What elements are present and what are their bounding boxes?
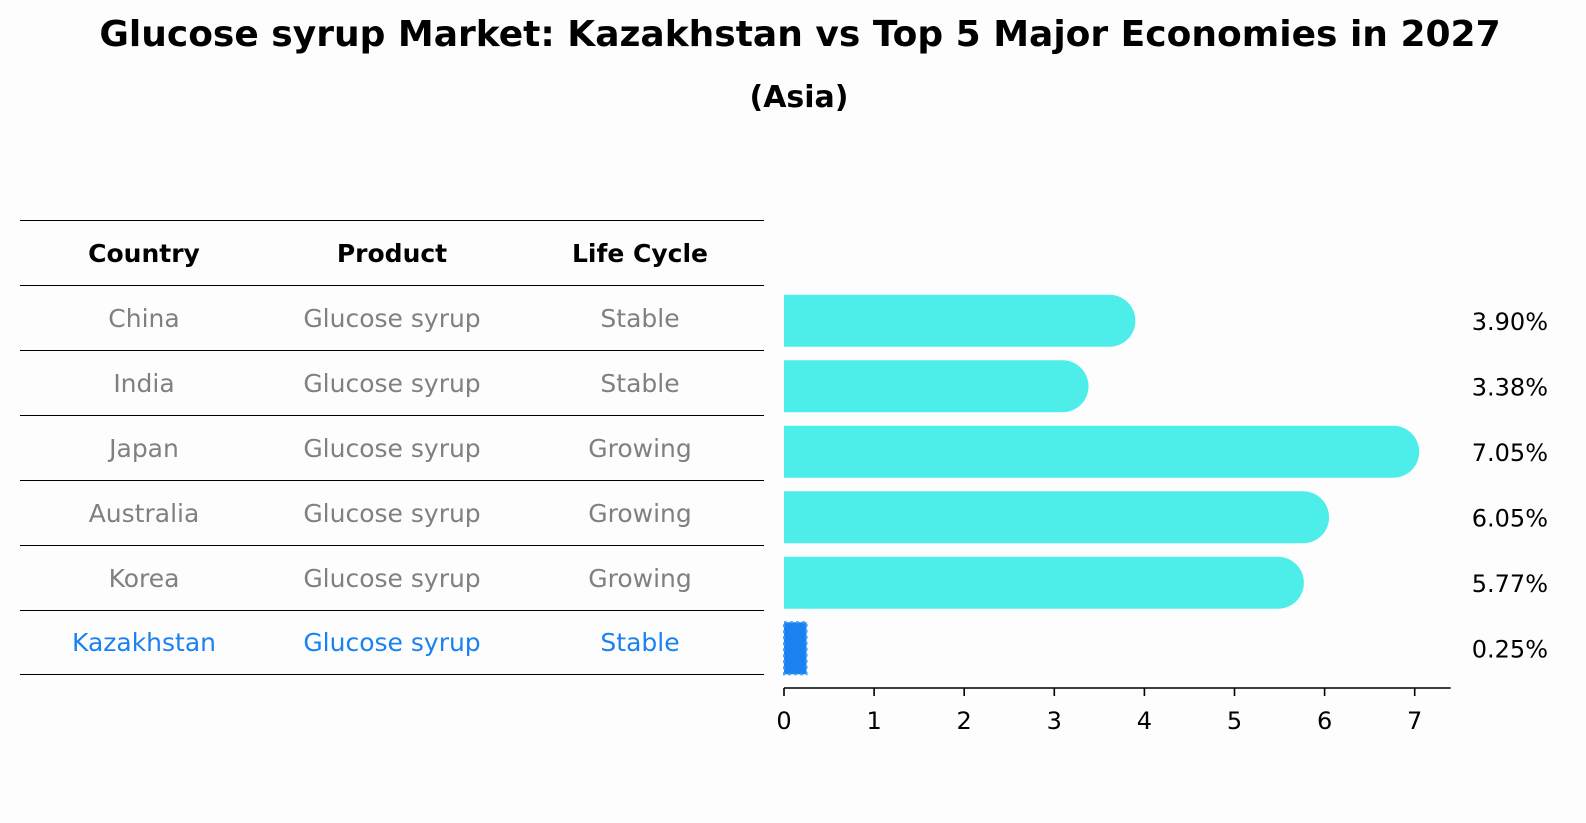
product-cell: Glucose syrup (303, 498, 481, 528)
x-tick-label: 7 (1407, 707, 1422, 735)
x-tick-label: 2 (957, 707, 972, 735)
country-cell: Kazakhstan (71, 628, 217, 657)
x-tick-label: 0 (776, 707, 791, 735)
bar (784, 425, 1420, 478)
product-cell: Glucose syrup (303, 368, 481, 398)
life-cycle-cell: Stable (600, 628, 680, 657)
bar (783, 621, 808, 676)
table-row: Australia Glucose syrup Growing (20, 480, 764, 545)
country-cell: Japan (109, 433, 179, 463)
product-cell: Glucose syrup (303, 303, 481, 333)
table-header-row: Country Product Life Cycle (20, 220, 764, 285)
product-cell: Glucose syrup (303, 628, 481, 657)
bar (784, 491, 1330, 544)
table-row: India Glucose syrup Stable (20, 350, 764, 415)
life-cycle-cell: Growing (588, 433, 692, 463)
x-tick-label: 3 (1047, 707, 1062, 735)
header-country: Country (88, 238, 200, 268)
value-label: 3.90% (1472, 308, 1548, 336)
life-cycle-cell: Stable (600, 368, 680, 398)
value-label: 6.05% (1472, 504, 1548, 532)
country-cell: China (108, 303, 180, 333)
value-label: 5.77% (1472, 570, 1548, 598)
bar (784, 360, 1089, 413)
x-tick-label: 1 (866, 707, 881, 735)
country-cell: Korea (108, 563, 180, 593)
value-label: 3.38% (1472, 373, 1548, 401)
life-cycle-cell: Stable (600, 303, 680, 333)
bar (784, 294, 1136, 347)
value-label: 0.25% (1472, 635, 1548, 663)
table-row: Kazakhstan Glucose syrup Stable (20, 610, 764, 675)
country-cell: India (113, 368, 175, 398)
value-label: 7.05% (1472, 439, 1548, 467)
bar (784, 556, 1304, 609)
life-cycle-cell: Growing (588, 563, 692, 593)
chart-title: Glucose syrup Market: Kazakhstan vs Top … (99, 14, 1501, 55)
chart-subtitle: (Asia) (749, 80, 849, 115)
x-tick-label: 4 (1137, 707, 1152, 735)
x-tick-label: 6 (1317, 707, 1332, 735)
table-row: Korea Glucose syrup Growing (20, 545, 764, 610)
data-table: Country Product Life Cycle China Glucose… (20, 220, 764, 675)
life-cycle-cell: Growing (588, 498, 692, 528)
product-cell: Glucose syrup (303, 563, 481, 593)
x-tick-label: 5 (1227, 707, 1242, 735)
table-row: Japan Glucose syrup Growing (20, 415, 764, 480)
header-product: Product (336, 238, 448, 268)
product-cell: Glucose syrup (303, 433, 481, 463)
table-row: China Glucose syrup Stable (20, 285, 764, 350)
header-life-cycle: Life Cycle (571, 238, 709, 268)
country-cell: Australia (88, 498, 200, 528)
